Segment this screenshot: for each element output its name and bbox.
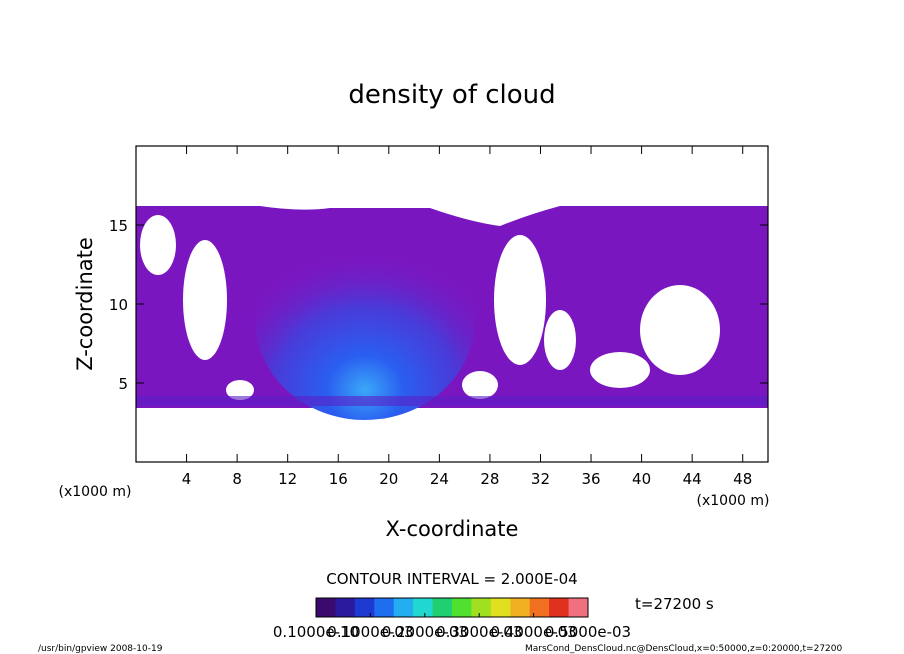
- x-tick-label: 36: [581, 470, 600, 488]
- y-unit: (x1000 m): [59, 484, 132, 500]
- x-tick-label: 32: [531, 470, 550, 488]
- colorbar-tick-label: 0.2000e-03: [382, 623, 468, 641]
- colorbar-tick-label: 0.3000e-03: [436, 623, 522, 641]
- colorbar-swatch: [452, 598, 472, 617]
- x-tick-label: 4: [182, 470, 192, 488]
- colorbar-swatch: [432, 598, 453, 617]
- cloud-field: [136, 146, 768, 420]
- x-tick-label: 40: [632, 470, 651, 488]
- contour-interval: CONTOUR INTERVAL = 2.000E-04: [326, 570, 577, 588]
- colorbar-swatch: [490, 598, 511, 617]
- y-tick-label: 5: [118, 375, 128, 393]
- x-tick-label: 24: [430, 470, 449, 488]
- x-tick-label: 44: [683, 470, 702, 488]
- y-tick-label: 10: [109, 296, 128, 314]
- chart-title: density of cloud: [348, 80, 555, 110]
- colorbar-swatch: [374, 598, 395, 617]
- x-tick-label: 20: [379, 470, 398, 488]
- colorbar-swatch: [413, 598, 434, 617]
- x-tick-label: 8: [232, 470, 242, 488]
- colorbar-frame: [315, 597, 589, 618]
- colorbar-tick-label: 0.1000e-10: [273, 623, 359, 641]
- colorbar-swatch: [335, 598, 356, 617]
- colorbar-tick-label: 0.4000e-03: [490, 623, 576, 641]
- time-label: t=27200 s: [635, 595, 714, 613]
- colorbar-swatch: [393, 598, 414, 617]
- x-tick-label: 28: [480, 470, 499, 488]
- colorbar-tick-label: 0.1000e-03: [327, 623, 413, 641]
- x-tick-label: 16: [329, 470, 348, 488]
- x-tick-label: 12: [278, 470, 297, 488]
- footer-left: /usr/bin/gpview 2008-10-19: [38, 644, 163, 654]
- colorbar-swatch: [549, 598, 570, 617]
- colorbar-swatch: [568, 598, 589, 617]
- colorbar-tick-label: 0.5000e-03: [545, 623, 631, 641]
- colorbar-swatch: [316, 598, 336, 617]
- colorbar-swatch: [529, 598, 550, 617]
- x-axis-label: X-coordinate: [386, 517, 519, 541]
- y-axis-label: Z-coordinate: [73, 237, 97, 371]
- colorbar-swatch: [471, 598, 492, 617]
- x-unit: (x1000 m): [697, 493, 770, 509]
- x-tick-label: 48: [733, 470, 752, 488]
- colorbar-swatch: [510, 598, 531, 617]
- footer-right: MarsCond_DensCloud.nc@DensCloud,x=0:5000…: [525, 644, 842, 654]
- y-tick-label: 15: [109, 217, 128, 235]
- colorbar-swatch: [354, 598, 375, 617]
